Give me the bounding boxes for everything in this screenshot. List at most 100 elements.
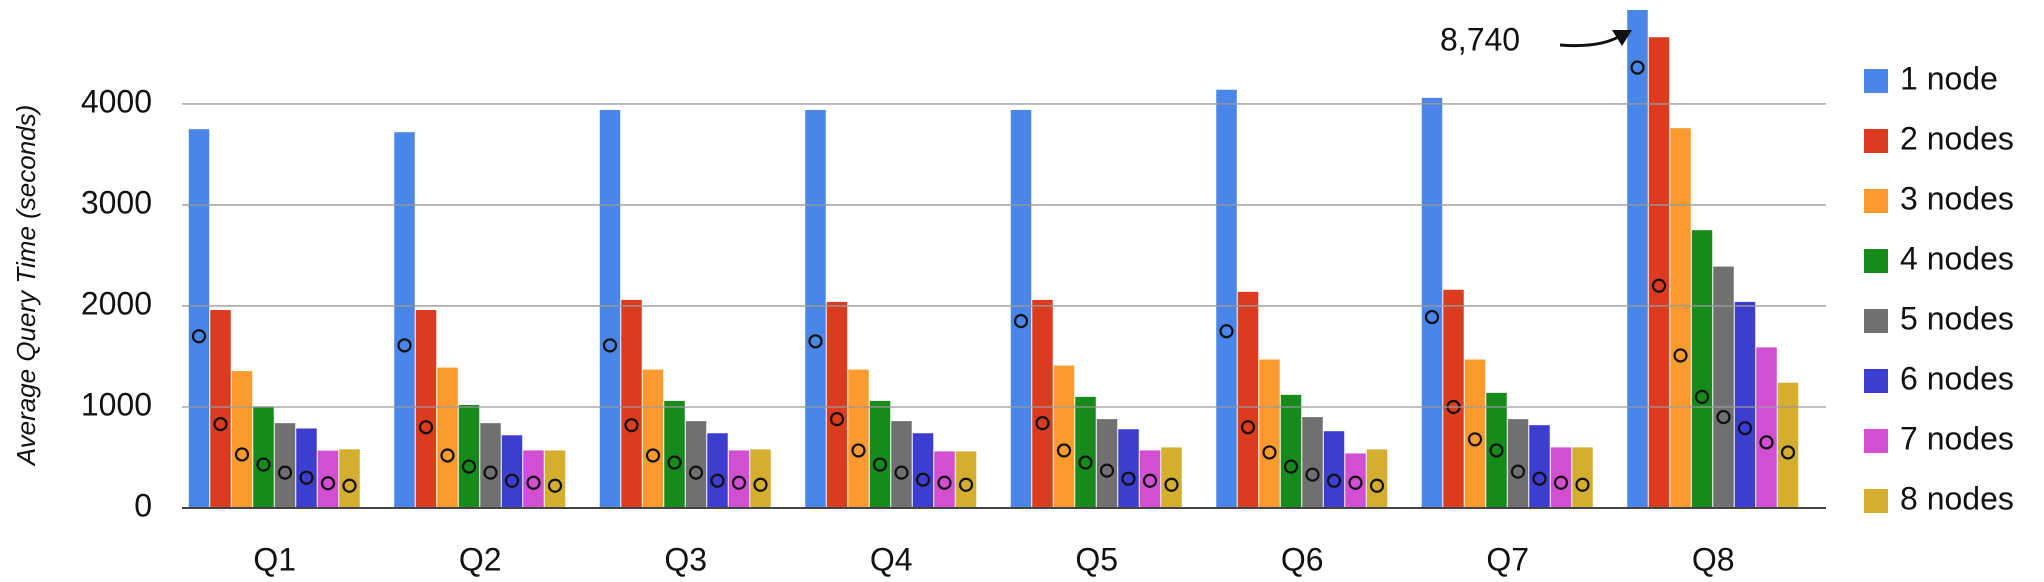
marker-circle <box>1369 478 1385 493</box>
marker-circle <box>191 329 207 344</box>
legend-swatch <box>1864 309 1888 333</box>
x-tick-label: Q3 <box>664 541 707 577</box>
marker-circle <box>1630 60 1645 75</box>
marker-circle <box>213 417 228 432</box>
marker-circle <box>851 443 866 458</box>
marker-circle <box>937 475 952 490</box>
x-tick-label: Q6 <box>1281 541 1324 577</box>
marker-circle <box>731 475 747 490</box>
marker-circle <box>504 473 520 488</box>
bar <box>1302 417 1323 508</box>
marker-circle <box>1099 463 1115 478</box>
marker-circle <box>1467 432 1483 447</box>
marker-circle <box>1673 348 1688 363</box>
bar <box>210 310 231 508</box>
bar <box>707 433 728 508</box>
legend-label: 2 nodes <box>1900 120 2014 156</box>
bar <box>1075 396 1096 508</box>
marker-circle <box>1078 455 1093 470</box>
marker-circle <box>602 338 618 353</box>
bar <box>621 299 642 508</box>
bar <box>1507 419 1529 508</box>
legend-label: 8 nodes <box>1900 480 2014 516</box>
marker-circle <box>1575 477 1590 492</box>
marker-circle <box>688 465 704 480</box>
bar <box>664 400 685 508</box>
marker-circle <box>1716 409 1731 425</box>
bar <box>415 310 437 508</box>
legend-label: 5 nodes <box>1900 300 2014 336</box>
bar <box>458 404 480 508</box>
legend-label: 1 node <box>1900 60 1998 96</box>
legend-label: 6 nodes <box>1900 360 2014 396</box>
marker-circle <box>829 412 845 427</box>
marker-circle <box>234 447 250 462</box>
bar <box>1139 450 1161 508</box>
y-tick-label: 1000 <box>81 386 152 422</box>
legend-swatch <box>1864 69 1888 93</box>
y-axis-label: Average Query Time (seconds) <box>11 105 41 468</box>
y-tick-label: 2000 <box>81 285 152 321</box>
bar <box>1627 10 1648 509</box>
marker-circle <box>1532 471 1547 486</box>
bar <box>296 428 317 508</box>
marker-circle <box>1326 473 1342 488</box>
x-tick-label: Q1 <box>253 541 296 577</box>
marker-circle <box>872 457 888 472</box>
marker-circle <box>526 475 541 490</box>
marker-circle <box>1651 278 1667 293</box>
marker-circle <box>1759 435 1774 450</box>
annotation-arrowhead <box>1612 30 1632 46</box>
marker-circle <box>1305 467 1320 482</box>
bar <box>1443 289 1464 508</box>
bar <box>1670 128 1691 508</box>
bar <box>317 450 339 508</box>
marker-circle <box>710 473 725 488</box>
marker-circle <box>256 457 271 472</box>
bar <box>1323 431 1345 508</box>
marker-circle <box>1424 309 1440 325</box>
legend-label: 3 nodes <box>1900 180 2014 216</box>
marker-circle <box>1142 473 1158 488</box>
marker-circle <box>1694 389 1710 404</box>
bar <box>1032 299 1053 508</box>
marker-circle <box>1737 421 1753 436</box>
marker-circle <box>483 465 498 480</box>
annotation: 8,740 <box>1440 21 1520 57</box>
marker-circle <box>753 477 768 492</box>
x-tick-label: Q5 <box>1075 541 1118 577</box>
bar <box>1529 425 1550 508</box>
annotation-arrow <box>1559 34 1621 48</box>
bar <box>848 369 869 508</box>
bar <box>805 109 826 509</box>
legend-swatch <box>1864 369 1888 393</box>
bar <box>1648 37 1670 508</box>
marker-circle <box>808 334 823 349</box>
marker-circle <box>915 472 931 487</box>
bar <box>437 367 458 508</box>
bar <box>1734 301 1756 508</box>
marker-circle <box>1164 477 1179 492</box>
marker-circle <box>645 448 661 463</box>
bar <box>231 371 253 508</box>
x-tick-label: Q2 <box>459 541 502 577</box>
marker-circle <box>299 470 314 485</box>
bar <box>934 451 955 508</box>
bar <box>1345 453 1366 508</box>
bar <box>1421 97 1443 508</box>
marker-circle <box>1780 445 1796 460</box>
marker-circle <box>342 478 357 493</box>
marker-circle <box>1489 443 1504 458</box>
legend-swatch <box>1864 429 1888 453</box>
marker-circle <box>958 477 974 492</box>
bar <box>891 421 912 508</box>
bar <box>1756 347 1777 508</box>
bar <box>253 406 274 508</box>
bar <box>339 449 360 508</box>
y-tick-label: 3000 <box>81 184 152 220</box>
marker-circle <box>1510 464 1526 479</box>
marker-circle <box>1240 420 1256 435</box>
bar <box>1280 394 1302 508</box>
marker-circle <box>894 465 909 480</box>
